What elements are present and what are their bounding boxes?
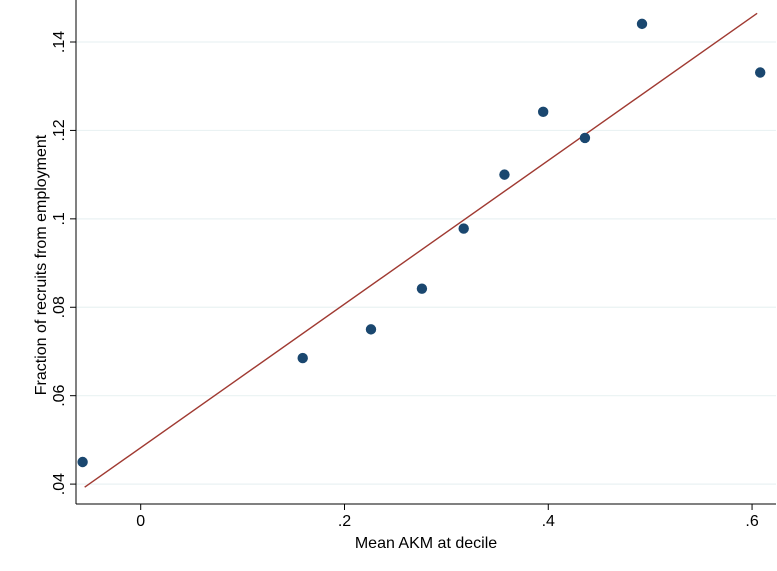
x-tick-label-0: 0 bbox=[136, 513, 145, 530]
y-tick-label-4: .12 bbox=[51, 119, 68, 141]
data-point bbox=[458, 223, 469, 234]
ticks: .04 .06 .08 .1 .12 .14 0 .2 .4 .6 bbox=[51, 31, 759, 530]
data-point bbox=[636, 18, 648, 30]
axes bbox=[75, 0, 776, 505]
fit-line-layer bbox=[84, 12, 758, 488]
x-axis-title: Mean AKM at decile bbox=[355, 535, 497, 552]
y-tick-label-0: .04 bbox=[51, 473, 68, 495]
y-axis-title: Fraction of recruits from employment bbox=[33, 134, 50, 395]
data-point bbox=[77, 456, 88, 468]
fit-line bbox=[84, 12, 758, 488]
data-point bbox=[499, 169, 510, 180]
x-tick-label-3: .6 bbox=[745, 513, 758, 530]
y-tick-label-2: .08 bbox=[51, 296, 68, 318]
data-point bbox=[537, 106, 549, 118]
y-tick-label-1: .06 bbox=[51, 384, 68, 406]
data-point bbox=[416, 283, 428, 294]
data-point bbox=[297, 352, 308, 364]
gridlines bbox=[76, 41, 776, 485]
x-tick-label-2: .4 bbox=[542, 513, 555, 530]
y-tick-label-5: .14 bbox=[51, 31, 68, 53]
data-points bbox=[77, 18, 766, 468]
x-tick-label-1: .2 bbox=[338, 513, 351, 530]
y-tick-label-3: .1 bbox=[51, 212, 68, 225]
data-point bbox=[365, 324, 377, 335]
data-point bbox=[755, 67, 766, 78]
data-point bbox=[579, 132, 591, 144]
